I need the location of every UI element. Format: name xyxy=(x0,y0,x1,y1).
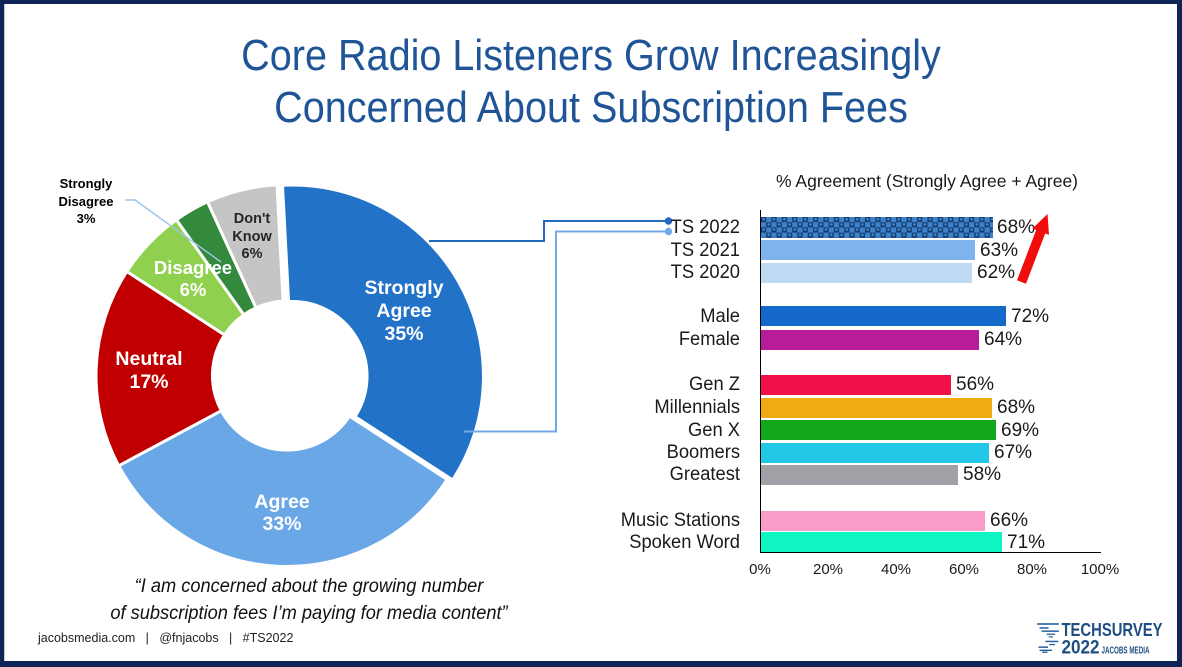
svg-text:JACOBS MEDIA: JACOBS MEDIA xyxy=(1102,646,1150,657)
svg-text:2022: 2022 xyxy=(1062,638,1100,659)
svg-text:TECHSURVEY: TECHSURVEY xyxy=(1062,620,1163,640)
